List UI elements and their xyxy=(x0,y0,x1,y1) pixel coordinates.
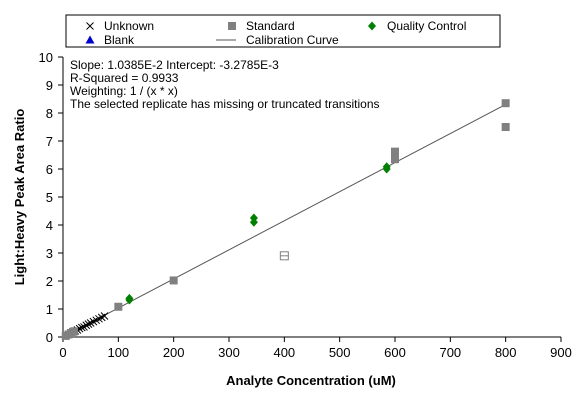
y-tick-label: 10 xyxy=(39,50,53,65)
x-tick-label: 800 xyxy=(495,345,517,360)
data-point xyxy=(501,99,510,108)
series-standard-excluded xyxy=(279,251,289,261)
legend-box xyxy=(65,14,501,48)
data-point xyxy=(70,327,79,336)
data-point xyxy=(501,123,510,131)
y-tick-label: 6 xyxy=(46,162,53,177)
y-tick-label: 2 xyxy=(46,274,53,289)
calibration-curve-line xyxy=(62,104,506,338)
series-quality-control xyxy=(125,162,391,305)
annotation-weighting: Weighting: 1 / (x * x) xyxy=(70,84,178,98)
x-tick-label: 900 xyxy=(550,345,572,360)
x-tick-label: 400 xyxy=(273,345,295,360)
y-tick-label: 9 xyxy=(46,78,53,93)
data-point xyxy=(279,251,289,261)
legend-marker-blank xyxy=(85,35,95,44)
y-tick-label: 0 xyxy=(46,330,53,345)
data-point xyxy=(84,320,93,328)
x-tick-label: 500 xyxy=(329,345,351,360)
y-tick-label: 4 xyxy=(46,218,53,233)
plot-area: 0 100 200 300 400 500 600 700 800 900 0 1 2 3 4 5 6 7 8 9 10 xyxy=(39,50,572,360)
annotations: Slope: 1.0385E-2 Intercept: -3.2785E-3 R… xyxy=(70,58,380,111)
legend-label-calibration-curve: Calibration Curve xyxy=(246,33,339,47)
y-tick-label: 7 xyxy=(46,134,53,149)
data-point xyxy=(77,323,86,332)
annotation-missing-transitions: The selected replicate has missing or tr… xyxy=(70,97,380,111)
data-point xyxy=(169,276,178,285)
x-axis-title: Analyte Concentration (uM) xyxy=(226,373,396,388)
x-tick-label: 700 xyxy=(439,345,461,360)
y-tick-label: 1 xyxy=(46,302,53,317)
x-tick-label: 0 xyxy=(59,345,66,360)
legend-marker-standard xyxy=(228,22,236,30)
x-tick-label: 600 xyxy=(384,345,406,360)
legend-marker-unknown xyxy=(86,22,94,30)
legend: Unknown Standard Quality Control Blank C… xyxy=(65,14,501,48)
legend-label-quality-control: Quality Control xyxy=(387,19,466,33)
x-tick-label: 300 xyxy=(218,345,240,360)
data-point xyxy=(382,162,391,172)
x-tick-label: 200 xyxy=(163,345,185,360)
legend-marker-quality-control xyxy=(368,21,376,31)
y-tick-label: 3 xyxy=(46,246,53,261)
data-point xyxy=(82,321,91,330)
data-point xyxy=(249,213,258,223)
y-tick-label: 8 xyxy=(46,106,53,121)
annotation-r-squared: R-Squared = 0.9933 xyxy=(70,71,179,85)
annotation-slope-intercept: Slope: 1.0385E-2 Intercept: -3.2785E-3 xyxy=(70,58,279,72)
data-point xyxy=(100,312,109,320)
legend-label-unknown: Unknown xyxy=(104,19,154,33)
data-point xyxy=(114,302,123,311)
legend-label-standard: Standard xyxy=(246,19,295,33)
y-axis-title: Light:Heavy Peak Area Ratio xyxy=(12,109,27,286)
legend-label-blank: Blank xyxy=(104,33,135,47)
x-tick-label: 100 xyxy=(107,345,129,360)
data-point xyxy=(391,147,399,156)
series-standard xyxy=(61,99,510,340)
data-point xyxy=(391,155,399,164)
data-point xyxy=(125,293,134,303)
y-tick-label: 5 xyxy=(46,190,53,205)
